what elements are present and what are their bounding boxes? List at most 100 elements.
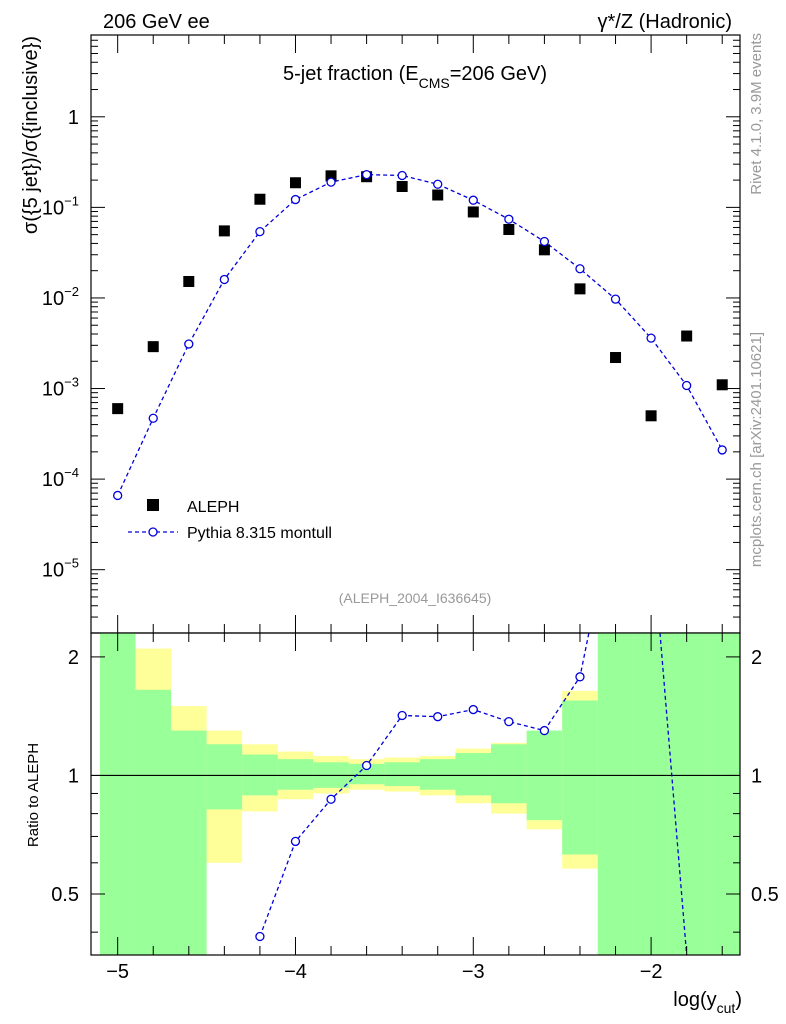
- data-point: [325, 170, 337, 182]
- ratio-band-green: [704, 633, 740, 955]
- mc-point: [113, 490, 123, 501]
- legend-data-marker: [147, 499, 159, 511]
- ratio-axis-ticks: [91, 633, 740, 955]
- x-axis-label-close: ): [735, 989, 742, 1011]
- ratio-mc-point: [255, 931, 265, 942]
- mc-curve: [117, 173, 723, 496]
- mc-point: [148, 413, 158, 423]
- main-y-tick-label: 1: [68, 107, 79, 129]
- main-y-tick-label: 10−5: [42, 556, 79, 582]
- mc-point: [290, 194, 301, 205]
- data-point: [432, 189, 444, 201]
- ratio-mc-point: [575, 672, 585, 682]
- x-axis-label-sub: cut: [717, 1000, 736, 1016]
- ratio-mc-point: [468, 704, 478, 715]
- main-y-tick-labels: 10−5 10−4 10−3 10−2 10−1 1: [42, 107, 79, 582]
- ratio-band-green: [206, 744, 243, 810]
- mc-point: [539, 236, 550, 247]
- data-point: [289, 177, 301, 189]
- data-point: [467, 206, 479, 218]
- data-point: [645, 410, 657, 422]
- rivet-info: Rivet 4.1.0, 3.9M events: [748, 33, 765, 195]
- main-y-tick-label: 10−1: [42, 193, 79, 219]
- ratio-bands: [99, 633, 740, 955]
- ratio-mc-point: [433, 712, 443, 722]
- data-point: [147, 341, 159, 353]
- mc-point: [184, 339, 194, 349]
- ratio-band-green: [633, 633, 669, 955]
- x-tick-label: −5: [106, 961, 129, 983]
- ratio-mc-point: [539, 725, 550, 736]
- ratio-mc-point: [326, 794, 336, 804]
- ratio-y-tick-label-right: 2: [751, 647, 762, 669]
- mc-curve-line: [117, 173, 723, 496]
- ratio-band-green: [171, 730, 207, 955]
- mc-point: [361, 169, 372, 180]
- ratio-band-green: [491, 744, 527, 804]
- mc-point: [468, 195, 478, 205]
- mc-point: [326, 177, 336, 187]
- mc-point: [397, 170, 407, 181]
- main-y-tick-label: 10−2: [42, 284, 79, 310]
- mc-points: [113, 169, 727, 501]
- ratio-band-green: [455, 753, 492, 796]
- data-point: [112, 403, 124, 415]
- mc-point: [610, 294, 621, 304]
- mc-point: [646, 333, 656, 343]
- ratio-y-tick-label-left: 2: [68, 647, 79, 669]
- data-point: [574, 283, 586, 295]
- x-tick-labels: −5 −4 −3 −2: [106, 961, 662, 983]
- x-tick-label: −2: [640, 961, 663, 983]
- ratio-y-tick-label-left: 0.5: [51, 884, 79, 906]
- main-panel: 10−5 10−4 10−3 10−2 10−1 1 5-jet fraction (EC…: [20, 34, 741, 634]
- main-y-tick-label: 10−4: [42, 465, 79, 491]
- analysis-id: (ALEPH_2004_I636645): [339, 590, 492, 606]
- mc-point: [575, 264, 585, 274]
- ratio-y-tick-labels: 0.5 0.5 1 1 2 2: [51, 647, 779, 906]
- main-title-pre: 5-jet fraction (E: [283, 63, 419, 85]
- data-point: [183, 275, 195, 287]
- main-y-axis-label: σ({5 jet})/σ({inclusive}): [20, 36, 42, 234]
- ratio-mc-point: [361, 760, 372, 771]
- ratio-frame: [90, 632, 741, 956]
- mcplots-info: mcplots.cern.ch [arXiv:2401.10621]: [748, 332, 765, 567]
- mc-point: [433, 179, 443, 189]
- ratio-mc-line-offscale: [659, 632, 688, 956]
- ratio-y-tick-label-left: 1: [68, 765, 79, 787]
- data-point: [716, 379, 728, 391]
- ratio-mc-point: [504, 716, 514, 727]
- ratio-band-green: [597, 633, 634, 955]
- mc-point: [219, 274, 230, 285]
- ratio-band-green: [562, 700, 598, 855]
- ratio-panel: 0.5 0.5 1 1 2 2 Ratio to ALEPH: [25, 632, 779, 956]
- header-left: 206 GeV ee: [103, 11, 210, 33]
- x-tick-label: −4: [284, 961, 307, 983]
- legend: ALEPH Pythia 8.315 montull: [128, 499, 332, 542]
- legend-mc-label: Pythia 8.315 montull: [187, 525, 332, 542]
- ratio-band-green: [419, 759, 456, 790]
- ratio-band-green: [277, 759, 314, 790]
- legend-mc-marker: [148, 527, 158, 537]
- data-point: [396, 181, 408, 193]
- x-axis-label: log(ycut): [673, 989, 742, 1016]
- ratio-band-green: [348, 763, 385, 785]
- mc-point: [255, 226, 265, 237]
- data-point: [254, 193, 266, 205]
- main-title: 5-jet fraction (ECMS=206 GeV): [283, 63, 547, 91]
- mc-point: [682, 380, 692, 391]
- main-title-sub: CMS: [419, 75, 450, 91]
- data-point: [681, 330, 693, 342]
- legend-data-label: ALEPH: [187, 499, 239, 516]
- x-axis-label-main: log(y: [673, 989, 716, 1011]
- data-point: [538, 244, 550, 256]
- data-point: [610, 352, 622, 364]
- ratio-band-green: [135, 689, 172, 955]
- main-title-post: =206 GeV): [450, 63, 547, 85]
- data-point: [503, 223, 515, 235]
- ratio-y-tick-label-right: 1: [751, 765, 762, 787]
- mc-point: [717, 445, 727, 455]
- ratio-band-green: [384, 762, 420, 787]
- ratio-mc-curve: [255, 632, 688, 956]
- ratio-band-green: [99, 633, 136, 955]
